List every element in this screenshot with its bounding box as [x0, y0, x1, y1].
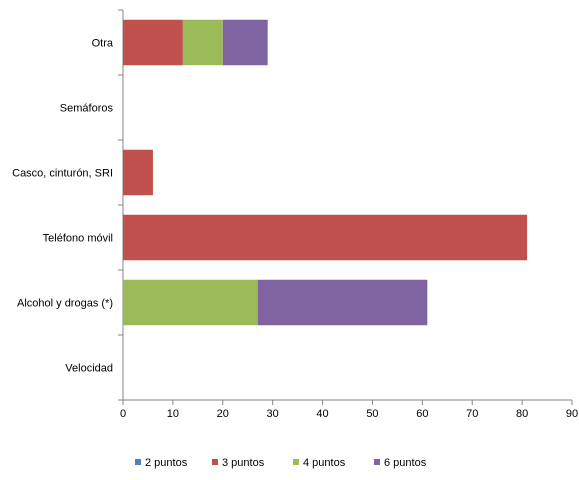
legend-swatch — [374, 459, 380, 465]
category-label: Otra — [92, 38, 114, 50]
x-tick-label: 50 — [366, 408, 378, 420]
legend-label: 4 puntos — [303, 457, 346, 469]
x-tick-label: 10 — [167, 408, 179, 420]
x-tick-label: 60 — [416, 408, 428, 420]
legend-label: 3 puntos — [222, 457, 265, 469]
legend-swatch — [135, 459, 141, 465]
bar-segment — [222, 19, 268, 66]
x-tick-label: 20 — [217, 408, 229, 420]
bar-segment — [123, 214, 528, 261]
legend-label: 2 puntos — [145, 457, 188, 469]
x-tick-label: 90 — [566, 408, 578, 420]
x-tick-label: 0 — [120, 408, 126, 420]
category-label: Semáforos — [60, 103, 114, 115]
legend-swatch — [293, 459, 299, 465]
bar-segment — [257, 279, 428, 326]
bar-segment — [123, 279, 258, 326]
category-label: Alcohol y drogas (*) — [17, 298, 113, 310]
x-tick-label: 80 — [516, 408, 528, 420]
category-label: Velocidad — [65, 363, 113, 375]
category-label: Casco, cinturón, SRI — [12, 168, 113, 180]
legend-label: 6 puntos — [384, 457, 427, 469]
bar-segment — [123, 149, 153, 196]
x-tick-label: 70 — [466, 408, 478, 420]
legend-swatch — [212, 459, 218, 465]
x-tick-label: 30 — [267, 408, 279, 420]
category-label: Teléfono móvil — [43, 233, 113, 245]
bar-segment — [123, 19, 183, 66]
bar-segment — [182, 19, 223, 66]
x-tick-label: 40 — [316, 408, 328, 420]
